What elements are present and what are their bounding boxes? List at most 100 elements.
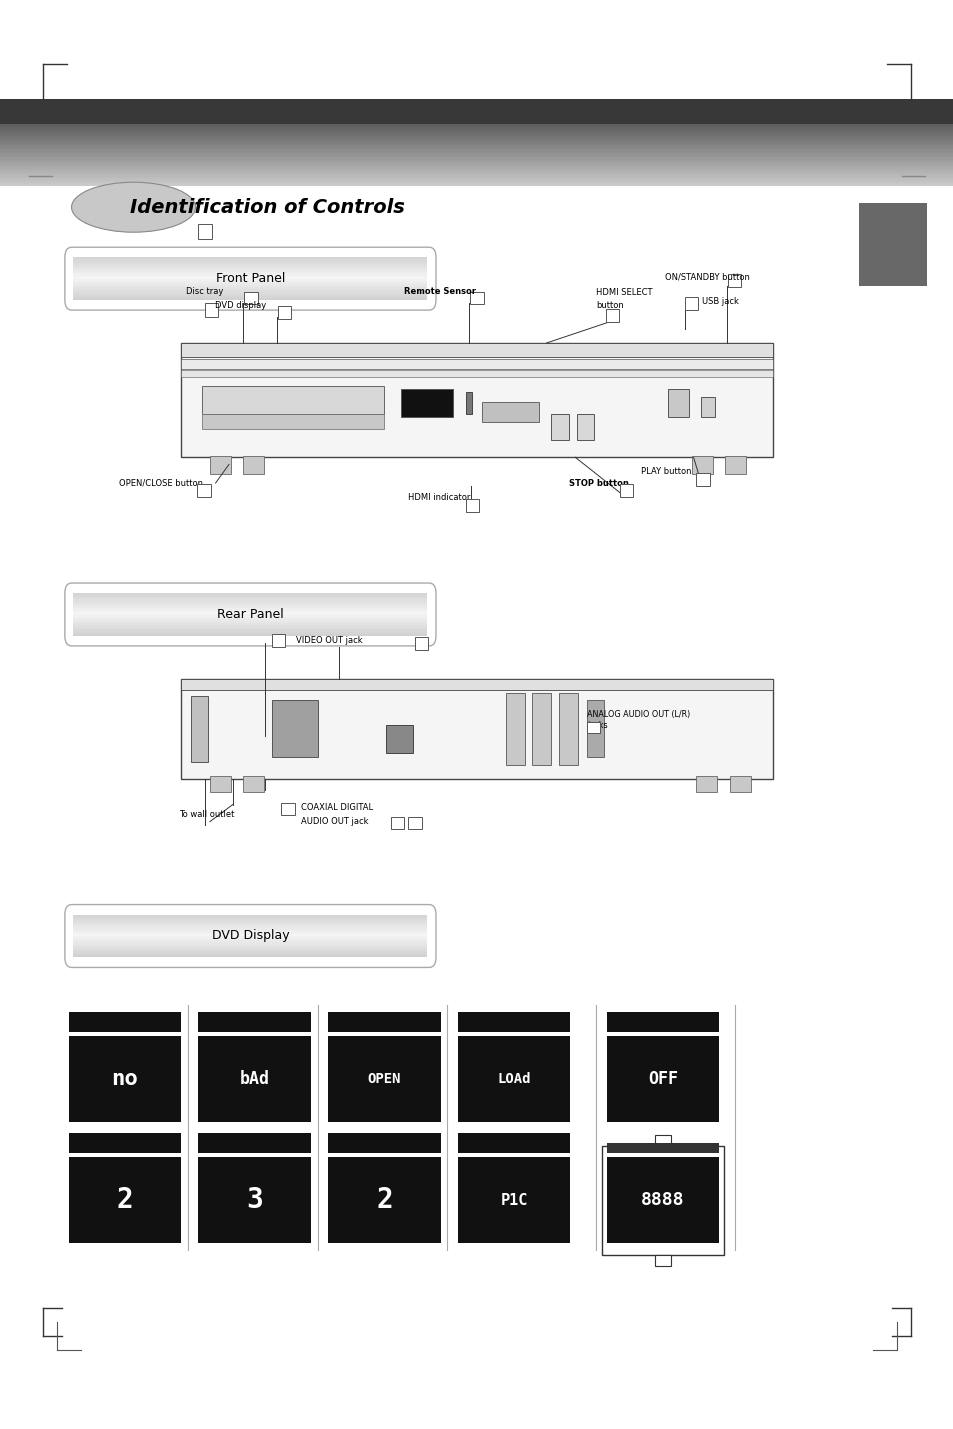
Bar — [243, 776, 264, 792]
Text: AUDIO OUT jack: AUDIO OUT jack — [300, 817, 368, 826]
Text: P1C: P1C — [500, 1193, 527, 1208]
Bar — [457, 1036, 570, 1122]
Bar — [606, 1143, 719, 1153]
Bar — [73, 593, 427, 594]
Bar — [505, 693, 524, 765]
Bar — [73, 619, 427, 620]
Bar — [73, 920, 427, 923]
Bar — [73, 602, 427, 603]
Bar — [73, 610, 427, 612]
Bar — [73, 919, 427, 920]
Bar — [73, 277, 427, 279]
Bar — [73, 627, 427, 630]
Text: Disc tray: Disc tray — [186, 287, 223, 296]
Bar — [73, 289, 427, 292]
Bar — [386, 725, 413, 753]
Text: jacks: jacks — [586, 722, 607, 730]
Bar — [73, 940, 427, 943]
Bar — [73, 617, 427, 619]
Bar — [181, 343, 772, 457]
Bar — [73, 953, 427, 956]
Bar — [73, 936, 427, 937]
Bar — [198, 1036, 311, 1122]
Text: 3: 3 — [246, 1186, 263, 1215]
Bar — [73, 923, 427, 926]
Bar — [73, 257, 427, 260]
Bar — [73, 594, 427, 597]
Bar — [73, 634, 427, 636]
Bar — [700, 397, 714, 417]
Bar — [73, 955, 427, 957]
Bar — [181, 679, 772, 690]
Bar — [73, 943, 427, 945]
Text: Remote Sensor: Remote Sensor — [404, 287, 476, 296]
Bar — [73, 269, 427, 270]
Bar — [73, 945, 427, 947]
Bar — [73, 604, 427, 606]
Text: LOAd: LOAd — [497, 1072, 531, 1086]
Bar — [696, 473, 709, 486]
Bar — [69, 1157, 181, 1243]
Bar — [73, 614, 427, 617]
Bar — [465, 392, 472, 414]
Bar — [272, 634, 285, 647]
Bar — [73, 612, 427, 614]
Bar — [197, 484, 211, 497]
Text: no: no — [112, 1069, 138, 1089]
Bar — [69, 1036, 181, 1122]
Bar — [577, 414, 594, 440]
Bar — [73, 270, 427, 273]
Bar — [328, 1157, 440, 1243]
Text: OFF: OFF — [647, 1070, 678, 1087]
Bar — [457, 1157, 570, 1243]
Bar — [605, 309, 618, 322]
Bar — [73, 292, 427, 294]
Text: Identification of Controls: Identification of Controls — [130, 197, 404, 217]
Bar — [73, 626, 427, 627]
Text: HDMI indicator: HDMI indicator — [408, 493, 470, 502]
Text: STOP button: STOP button — [568, 479, 628, 487]
Bar — [724, 456, 745, 474]
Bar — [181, 370, 772, 377]
Bar — [73, 262, 427, 263]
Bar — [198, 1012, 311, 1032]
Bar — [586, 700, 603, 757]
Bar — [328, 1133, 440, 1153]
Bar — [243, 456, 264, 474]
Bar — [586, 722, 599, 733]
Bar — [272, 700, 317, 757]
Bar — [281, 803, 294, 815]
Bar — [73, 273, 427, 274]
Text: To wall outlet: To wall outlet — [179, 810, 234, 819]
Text: VIDEO OUT jack: VIDEO OUT jack — [295, 636, 362, 644]
Bar — [606, 1012, 719, 1032]
Bar — [655, 1255, 670, 1266]
Bar — [73, 620, 427, 623]
Ellipse shape — [71, 183, 195, 231]
Bar — [73, 609, 427, 610]
Text: Front Panel: Front Panel — [215, 272, 285, 286]
Bar — [181, 359, 772, 369]
Text: DVD Display: DVD Display — [212, 929, 289, 943]
Text: PLAY button: PLAY button — [640, 467, 691, 476]
Bar — [400, 389, 453, 417]
Bar — [73, 260, 427, 262]
Text: OPEN: OPEN — [367, 1072, 401, 1086]
Bar — [415, 637, 428, 650]
Bar — [457, 1133, 570, 1153]
Bar — [73, 600, 427, 602]
Bar — [619, 484, 633, 497]
Bar — [606, 1157, 719, 1243]
Bar — [244, 292, 257, 304]
Bar — [277, 306, 291, 319]
Bar — [73, 927, 427, 929]
Bar — [73, 935, 427, 936]
Text: HDMI SELECT: HDMI SELECT — [596, 289, 652, 297]
Bar — [73, 630, 427, 632]
Bar — [684, 297, 698, 310]
Bar — [481, 402, 538, 422]
Bar — [457, 1012, 570, 1032]
Bar — [729, 776, 750, 792]
Bar — [73, 283, 427, 286]
Bar — [73, 263, 427, 266]
